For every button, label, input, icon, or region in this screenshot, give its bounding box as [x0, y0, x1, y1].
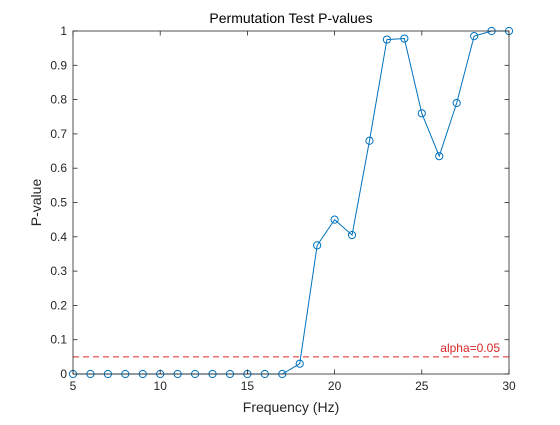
threshold-label: alpha=0.05	[440, 341, 500, 355]
data-point	[417, 109, 426, 118]
data-point	[313, 241, 322, 250]
data-point	[470, 32, 479, 41]
y-axis-label: P-value	[28, 179, 44, 227]
y-tick-label: 0.2	[50, 298, 67, 312]
y-tick-label: 1	[60, 24, 67, 38]
data-point	[330, 215, 339, 224]
y-tick-label: 0.8	[50, 93, 67, 107]
x-tick-label: 15	[241, 379, 255, 393]
x-tick-label: 5	[70, 379, 77, 393]
y-tick-label: 0.3	[50, 264, 67, 278]
data-point	[452, 98, 461, 108]
x-tick-label: 20	[328, 379, 342, 393]
data-point	[347, 230, 357, 240]
x-tick-label: 10	[154, 379, 168, 393]
data-point	[400, 34, 409, 43]
plot-area	[73, 31, 509, 374]
data-point	[295, 359, 304, 368]
y-tick-label: 0.4	[50, 230, 67, 244]
y-tick-label: 0.5	[50, 196, 67, 210]
y-tick-label: 0.6	[50, 161, 67, 175]
y-tick-label: 0.9	[50, 58, 67, 72]
x-axis-label: Frequency (Hz)	[243, 399, 339, 415]
x-tick-label: 30	[502, 379, 516, 393]
data-point	[435, 152, 444, 161]
chart-title: Permutation Test P-values	[209, 10, 372, 26]
y-tick-label: 0	[60, 367, 67, 381]
y-tick-label: 0.1	[50, 333, 67, 347]
x-tick-label: 25	[415, 379, 429, 393]
y-tick-label: 0.7	[50, 127, 67, 141]
data-point	[365, 136, 374, 145]
data-point	[382, 35, 392, 44]
